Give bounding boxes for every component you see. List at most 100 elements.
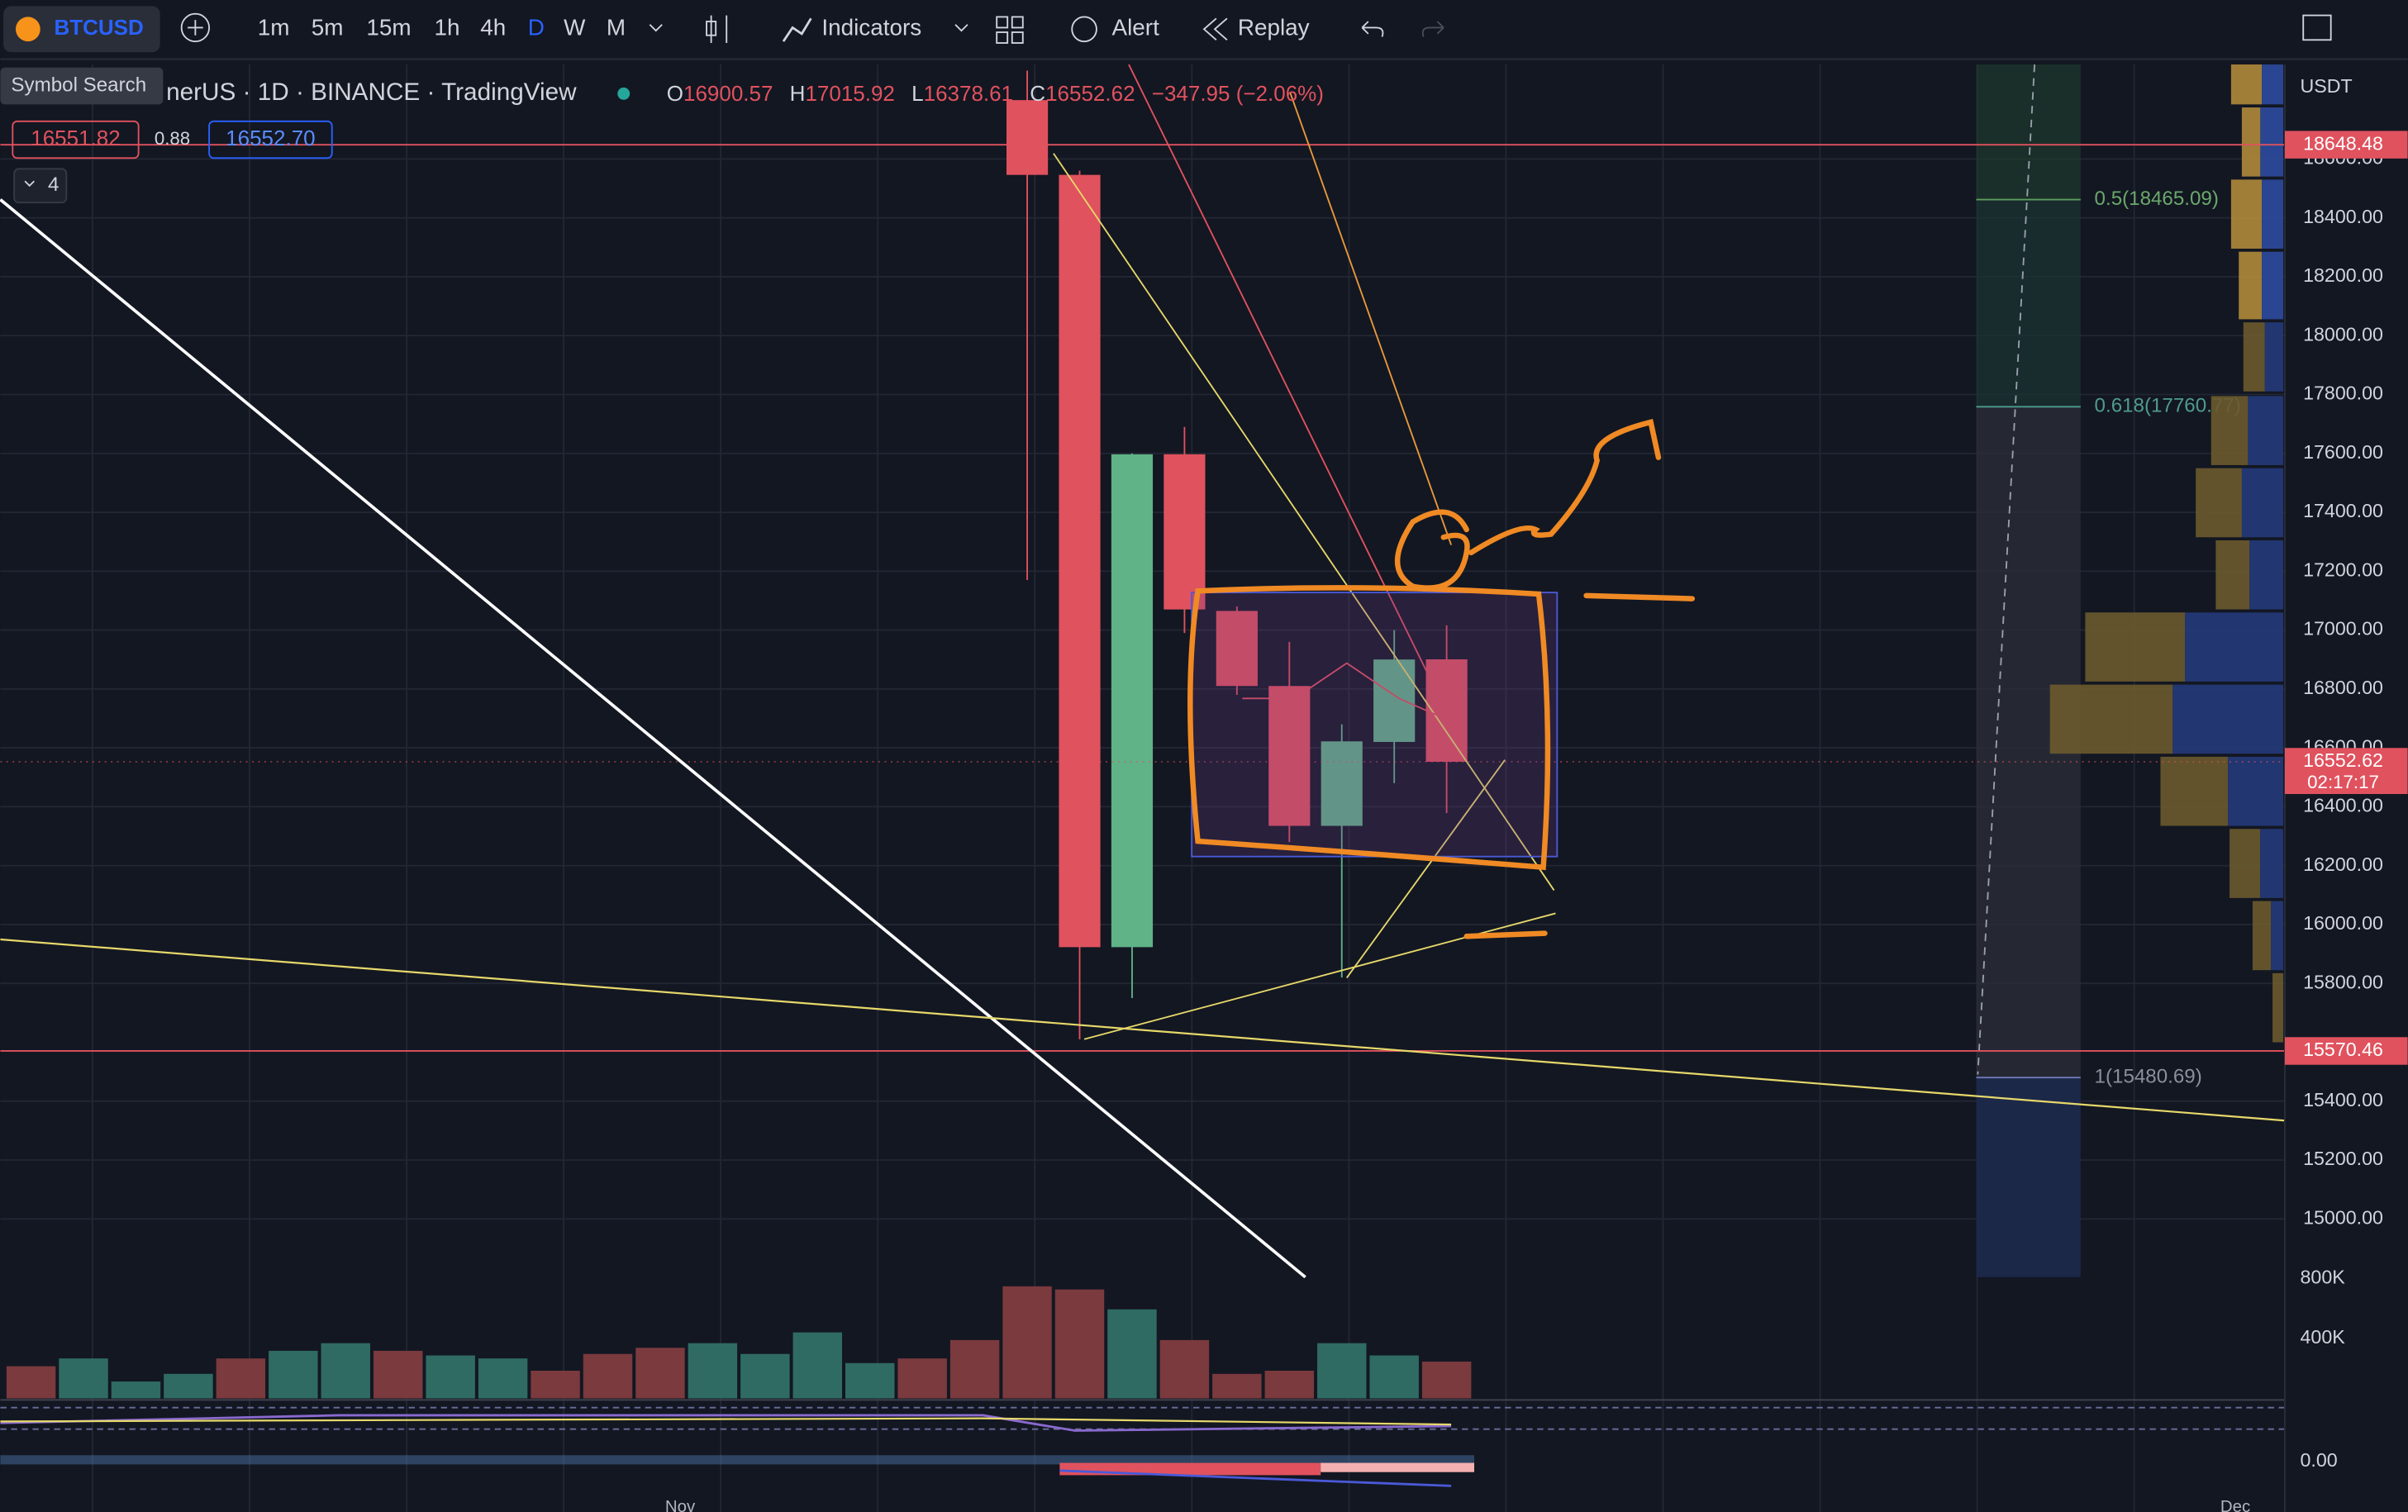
alert-button[interactable]: Alert	[1112, 15, 1160, 40]
y-tick-label: 15800.00	[2303, 971, 2383, 992]
volume-bar	[740, 1353, 790, 1399]
symbol-icon	[16, 17, 40, 42]
replay-icon	[1202, 17, 1228, 41]
undo[interactable]	[1361, 21, 1384, 37]
price-tag-label: 15570.46	[2303, 1039, 2383, 1060]
candle-body	[1216, 611, 1258, 687]
y-tick-label: 15000.00	[2303, 1206, 2383, 1228]
oscillator-tick-label: 0.00	[2301, 1449, 2338, 1471]
interval[interactable]: 4h	[480, 15, 506, 40]
y-tick-label: 17000.00	[2303, 618, 2383, 640]
dropdown[interactable]	[954, 24, 968, 32]
layout-button[interactable]	[996, 16, 1024, 44]
ask-box[interactable]	[208, 120, 333, 159]
marks	[0, 70, 2285, 1399]
volume-bar	[269, 1350, 318, 1399]
y-tick-label: 16400.00	[2303, 795, 2383, 816]
y-tick-label: 16000.00	[2303, 912, 2383, 934]
y-tick-label: 16200.00	[2303, 853, 2383, 875]
volume-bar	[1421, 1361, 1472, 1399]
volume-bar	[164, 1373, 213, 1399]
indicators-button[interactable]: Indicators	[821, 15, 921, 40]
volume-bar	[478, 1358, 528, 1399]
oscillator-pane	[0, 1399, 2285, 1487]
y-tick-label: 17200.00	[2303, 559, 2383, 580]
volume-bar	[1159, 1339, 1210, 1399]
change: −347.95 (−2.06%)	[1152, 81, 1324, 106]
bid-box[interactable]	[12, 120, 140, 159]
price-tag	[2284, 131, 2408, 159]
volume-bar	[531, 1371, 580, 1399]
volume-profile	[2049, 64, 2284, 1043]
value: 17015.92	[805, 81, 894, 106]
value: 16552.62	[1045, 81, 1135, 106]
label: L	[911, 81, 923, 106]
y-tick-label: 18000.00	[2303, 323, 2383, 345]
collapse-button[interactable]	[13, 168, 68, 204]
price-tag-label: 16552.62	[2303, 749, 2383, 771]
candle-body	[1006, 100, 1049, 175]
tooltip-bg	[0, 67, 164, 105]
price-tag-label: 18648.48	[2303, 132, 2383, 154]
volume-bar	[949, 1339, 1000, 1399]
y-tick-label: 17800.00	[2303, 383, 2383, 404]
volume-bar	[111, 1381, 161, 1399]
bid[interactable]: 16551.82	[31, 126, 120, 150]
symbol-button[interactable]	[3, 6, 160, 53]
volume-bar	[1107, 1309, 1157, 1399]
volume-bar	[1369, 1355, 1419, 1399]
candle-body	[1321, 741, 1363, 826]
volume-bar	[845, 1362, 895, 1399]
y-tick-label: 17600.00	[2303, 441, 2383, 463]
indicators-icon	[782, 17, 812, 42]
candle-body	[1059, 174, 1101, 948]
intervals: 1m 5m 15m 1h 4h D W M	[258, 15, 626, 40]
x-tick-label: Nov	[665, 1498, 696, 1512]
volume-bar	[1054, 1289, 1105, 1399]
interval[interactable]: D	[528, 15, 545, 40]
fib-trend	[1977, 64, 2036, 1075]
y-tick-label: 18200.00	[2303, 264, 2383, 286]
axis-labels: 18600.0018400.0018200.0018000.0017800.00…	[2284, 131, 2408, 1471]
y-tick-label: 15200.00	[2303, 1148, 2383, 1169]
volume-bar	[6, 1366, 56, 1399]
y-tick-label: 17400.00	[2303, 500, 2383, 521]
y-tick-label: 16800.00	[2303, 677, 2383, 698]
volume-bar	[583, 1353, 633, 1399]
legend-title: nerUS · 1D · BINANCE · TradingView	[166, 78, 577, 106]
symbol[interactable]: BTCUSD	[54, 15, 143, 40]
tooltip: Symbol Search	[11, 74, 146, 96]
volume-bar	[373, 1350, 423, 1399]
fib-zone	[1976, 199, 2081, 407]
volume-bar	[1317, 1343, 1367, 1399]
interval[interactable]: 1h	[435, 15, 460, 40]
redo[interactable]	[1421, 21, 1444, 37]
status-dot	[617, 87, 631, 100]
interval[interactable]: M	[607, 15, 626, 40]
volume-bar	[1264, 1371, 1315, 1399]
volume-bar	[216, 1358, 266, 1399]
ask[interactable]: 16552.70	[226, 126, 315, 150]
fib-zone	[1976, 1077, 2081, 1277]
candle-body	[1373, 659, 1416, 742]
dropdown[interactable]	[649, 24, 663, 32]
interval[interactable]: 15m	[366, 15, 411, 40]
volume-bar	[688, 1343, 738, 1399]
y-tick-label: 18400.00	[2303, 206, 2383, 227]
volume-bar	[59, 1358, 108, 1399]
volume-tick-label: 400K	[2301, 1326, 2346, 1348]
volume-tick-label: 800K	[2301, 1267, 2346, 1288]
chart-type[interactable]	[710, 15, 728, 44]
y-tick-label: 15400.00	[2303, 1089, 2383, 1110]
add-symbol[interactable]	[180, 12, 211, 43]
fib-label: 0.5(18465.09)	[2095, 188, 2219, 210]
interval[interactable]: W	[564, 15, 586, 40]
replay-button[interactable]: Replay	[1238, 15, 1310, 40]
interval[interactable]: 5m	[312, 15, 344, 40]
interval[interactable]: 1m	[258, 15, 290, 40]
collapse-icon	[24, 180, 35, 188]
fullscreen[interactable]	[2302, 14, 2332, 41]
currency[interactable]: USDT	[2301, 75, 2353, 97]
